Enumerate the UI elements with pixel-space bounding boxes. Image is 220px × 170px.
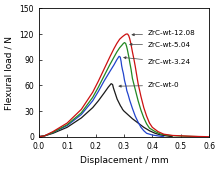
Text: ZrC-wt-0: ZrC-wt-0	[119, 82, 180, 88]
Text: ZrC-wt-5.04: ZrC-wt-5.04	[130, 42, 191, 48]
Text: ZrC-wt-12.08: ZrC-wt-12.08	[132, 30, 196, 36]
Y-axis label: Flexural load / N: Flexural load / N	[5, 36, 14, 109]
X-axis label: Displacement / mm: Displacement / mm	[80, 156, 168, 165]
Text: ZrC-wt-3.24: ZrC-wt-3.24	[124, 57, 191, 65]
